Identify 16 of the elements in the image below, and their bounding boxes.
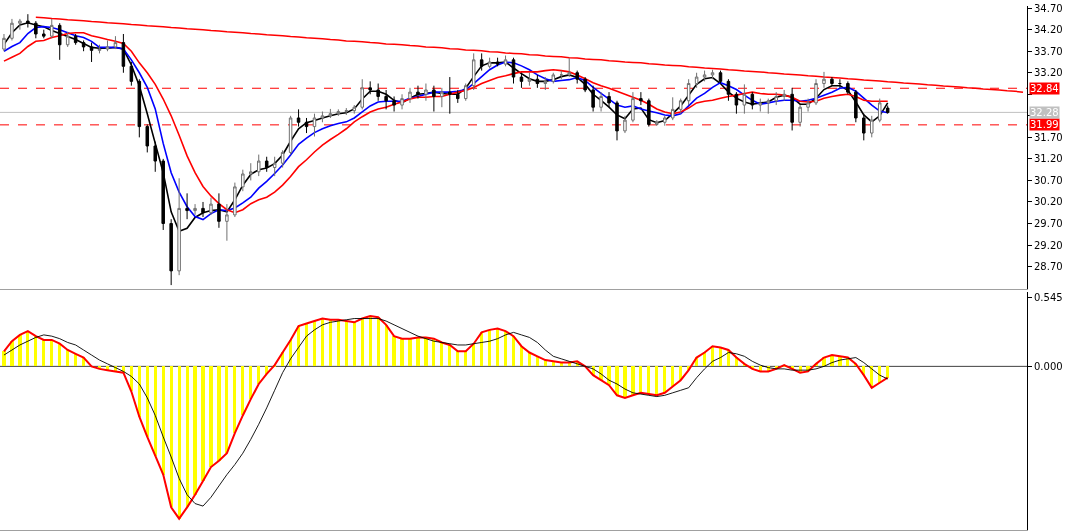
y-tick-label: 33.20 xyxy=(1034,67,1063,79)
ref-line-label: 32.28 xyxy=(1030,107,1059,118)
y-tick-label: 0.000 xyxy=(1034,360,1063,372)
y-tick-label: 31.70 xyxy=(1034,131,1063,143)
y-tick-label: 0.545 xyxy=(1034,292,1063,304)
y-tick-label: 34.20 xyxy=(1034,24,1063,36)
y-tick-label: 28.70 xyxy=(1034,261,1063,273)
y-tick-label: 34.70 xyxy=(1034,2,1063,14)
y-tick-label: 29.70 xyxy=(1034,218,1063,229)
ref-line-label: 32.84 xyxy=(1030,83,1059,94)
y-tick-label: 29.20 xyxy=(1034,239,1063,251)
y-tick-label: 33.70 xyxy=(1034,45,1063,57)
y-tick-label: 31.20 xyxy=(1034,153,1063,165)
y-tick-label: 30.70 xyxy=(1034,174,1063,186)
y-tick-label: 30.20 xyxy=(1034,196,1063,208)
ref-line-label: 31.99 xyxy=(1030,119,1059,130)
